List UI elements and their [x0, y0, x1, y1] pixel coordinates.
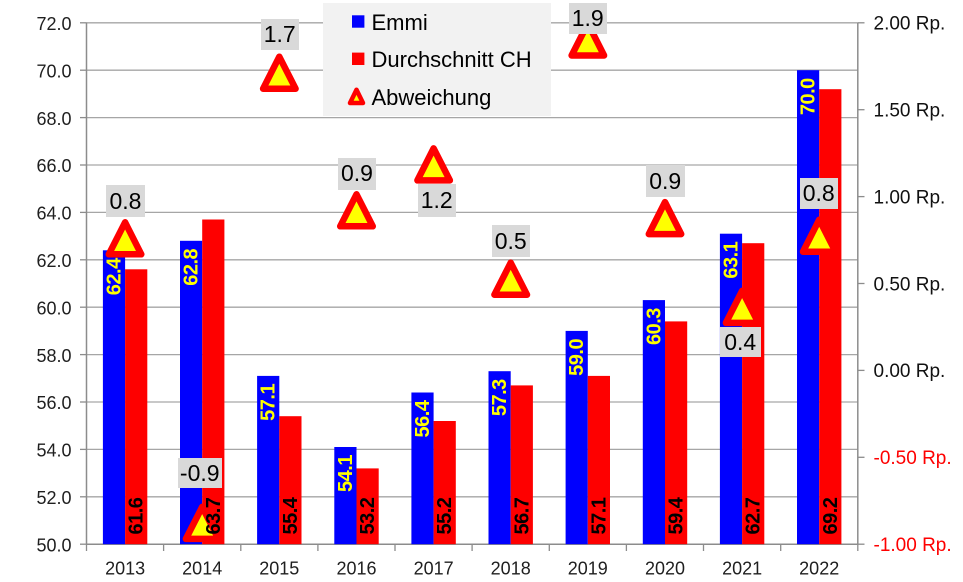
svg-text:56.7: 56.7 — [511, 497, 533, 534]
svg-text:2013: 2013 — [105, 558, 145, 578]
svg-text:56.0: 56.0 — [36, 393, 71, 413]
svg-text:2017: 2017 — [414, 558, 454, 578]
svg-text:66.0: 66.0 — [36, 156, 71, 176]
svg-text:61.6: 61.6 — [126, 497, 148, 534]
svg-text:69.2: 69.2 — [820, 497, 842, 534]
svg-text:59.0: 59.0 — [566, 339, 588, 376]
svg-text:2018: 2018 — [491, 558, 531, 578]
svg-text:2015: 2015 — [259, 558, 299, 578]
svg-text:72.0: 72.0 — [36, 14, 71, 34]
svg-text:0.00 Rp.: 0.00 Rp. — [874, 361, 946, 382]
svg-text:57.1: 57.1 — [588, 497, 610, 534]
svg-text:63.1: 63.1 — [721, 241, 743, 278]
svg-text:56.4: 56.4 — [412, 399, 434, 437]
svg-text:2016: 2016 — [336, 558, 376, 578]
svg-text:55.4: 55.4 — [280, 496, 302, 534]
svg-text:62.0: 62.0 — [36, 251, 71, 271]
svg-text:68.0: 68.0 — [36, 109, 71, 129]
svg-text:62.4: 62.4 — [104, 257, 126, 295]
svg-text:-1.00 Rp.: -1.00 Rp. — [874, 535, 952, 556]
svg-text:53.2: 53.2 — [357, 497, 379, 534]
svg-text:59.4: 59.4 — [666, 496, 688, 534]
svg-text:2022: 2022 — [799, 558, 839, 578]
svg-text:2014: 2014 — [182, 558, 222, 578]
svg-text:70.0: 70.0 — [36, 61, 71, 81]
svg-text:54.1: 54.1 — [335, 455, 357, 492]
svg-text:2021: 2021 — [722, 558, 762, 578]
svg-text:55.2: 55.2 — [434, 497, 456, 534]
svg-text:54.0: 54.0 — [36, 441, 71, 461]
svg-text:0.50 Rp.: 0.50 Rp. — [874, 274, 946, 295]
svg-text:1.00 Rp.: 1.00 Rp. — [874, 187, 946, 208]
svg-text:1.50 Rp.: 1.50 Rp. — [874, 101, 946, 122]
svg-text:57.3: 57.3 — [489, 379, 511, 416]
svg-text:57.1: 57.1 — [258, 384, 280, 421]
svg-text:2.00 Rp.: 2.00 Rp. — [874, 14, 946, 35]
svg-text:60.3: 60.3 — [643, 308, 665, 345]
svg-text:2020: 2020 — [645, 558, 685, 578]
svg-text:63.7: 63.7 — [203, 497, 225, 534]
svg-text:62.8: 62.8 — [181, 248, 203, 285]
svg-text:-0.50 Rp.: -0.50 Rp. — [874, 448, 952, 469]
svg-text:58.0: 58.0 — [36, 346, 71, 366]
svg-text:2019: 2019 — [568, 558, 608, 578]
svg-text:50.0: 50.0 — [36, 535, 71, 555]
svg-text:60.0: 60.0 — [36, 298, 71, 318]
svg-text:64.0: 64.0 — [36, 204, 71, 224]
svg-text:70.0: 70.0 — [798, 78, 820, 115]
svg-text:62.7: 62.7 — [743, 497, 765, 534]
svg-text:52.0: 52.0 — [36, 488, 71, 508]
